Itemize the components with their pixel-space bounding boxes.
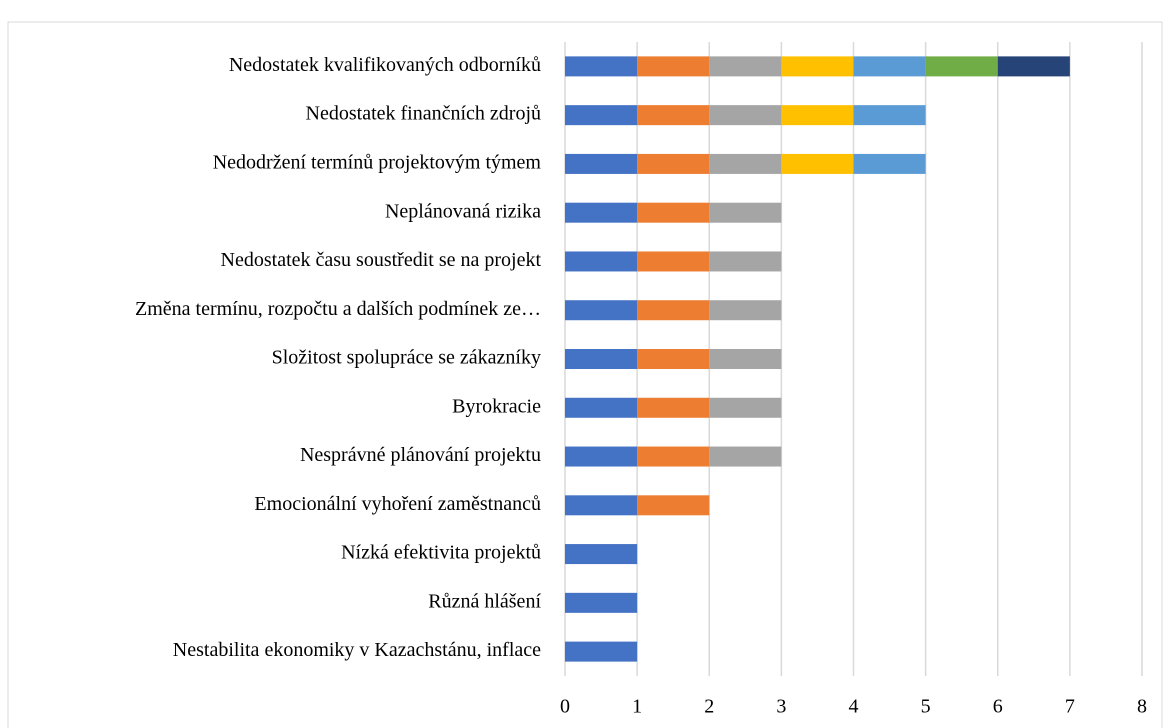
y-tick-label: Složitost spolupráce se zákazníky xyxy=(272,347,541,369)
y-tick-label: Nedostatek kvalifikovaných odborníků xyxy=(229,54,541,76)
x-tick-label: 6 xyxy=(993,696,1003,718)
bar-segment xyxy=(565,56,638,77)
bar-segment xyxy=(709,105,782,126)
bar-segment xyxy=(709,56,782,77)
y-tick-label: Změna termínu, rozpočtu a dalších podmín… xyxy=(135,298,541,320)
bar-segment xyxy=(565,641,638,662)
bar-segment xyxy=(853,153,926,174)
bar-segment xyxy=(637,56,710,77)
x-tick-label: 2 xyxy=(704,696,714,718)
y-tick-label: Nesprávné plánování projektu xyxy=(300,444,541,466)
bar-segment xyxy=(565,349,638,369)
x-tick-label: 7 xyxy=(1065,696,1075,718)
bar-segment xyxy=(709,349,782,369)
bar-segment xyxy=(781,56,854,77)
y-tick-label: Emocionální vyhoření zaměstnanců xyxy=(254,493,541,515)
x-tick-label: 3 xyxy=(776,696,786,718)
bar-segment xyxy=(637,202,710,223)
bar-segment xyxy=(565,300,638,321)
bar-segment xyxy=(565,105,638,126)
bar-segment xyxy=(637,349,710,369)
bar-segment xyxy=(637,446,710,467)
y-tick-label: Nedodržení termínů projektovým týmem xyxy=(213,152,542,174)
bar-segment xyxy=(781,153,854,174)
y-tick-label: Nízká efektivita projektů xyxy=(341,542,541,564)
y-tick-label: Různá hlášení xyxy=(428,590,541,612)
bar-segment xyxy=(565,544,638,565)
bar-segment xyxy=(637,495,710,516)
y-tick-label: Nedostatek času soustředit se na projekt xyxy=(221,249,542,271)
x-tick-label: 8 xyxy=(1137,696,1147,718)
bar-segment xyxy=(853,56,926,77)
y-tick-label: Byrokracie xyxy=(452,395,541,417)
bar-segment xyxy=(997,56,1070,77)
y-tick-label: Neplánovaná rizika xyxy=(385,200,541,222)
bar-segment xyxy=(709,153,782,174)
chart-frame xyxy=(7,21,1163,728)
bar-segment xyxy=(709,300,782,321)
x-tick-label: 4 xyxy=(849,696,859,718)
bar-segment xyxy=(565,397,638,418)
bar-segment xyxy=(637,251,710,272)
bar-segment xyxy=(565,592,638,613)
bar-segment xyxy=(565,446,638,467)
x-tick-label: 1 xyxy=(632,696,642,718)
bar-segment xyxy=(637,300,710,321)
x-tick-label: 5 xyxy=(921,696,931,718)
bar-segment xyxy=(709,446,782,467)
bar-segment xyxy=(637,397,710,418)
x-tick-label: 0 xyxy=(560,696,570,718)
bar-segment xyxy=(637,105,710,126)
y-tick-label: Nedostatek finančních zdrojů xyxy=(306,103,541,125)
bar-segment xyxy=(853,105,926,126)
bar-segment xyxy=(565,495,638,516)
bar-segment xyxy=(565,153,638,174)
y-tick-label: Nestabilita ekonomiky v Kazachstánu, inf… xyxy=(173,639,541,661)
bar-segment xyxy=(709,251,782,272)
bar-segment xyxy=(637,153,710,174)
bar-segment xyxy=(925,56,998,77)
bar-segment xyxy=(565,251,638,272)
bar-segment xyxy=(709,202,782,223)
bar-segment xyxy=(565,202,638,223)
bar-segment xyxy=(709,397,782,418)
bar-segment xyxy=(781,105,854,126)
